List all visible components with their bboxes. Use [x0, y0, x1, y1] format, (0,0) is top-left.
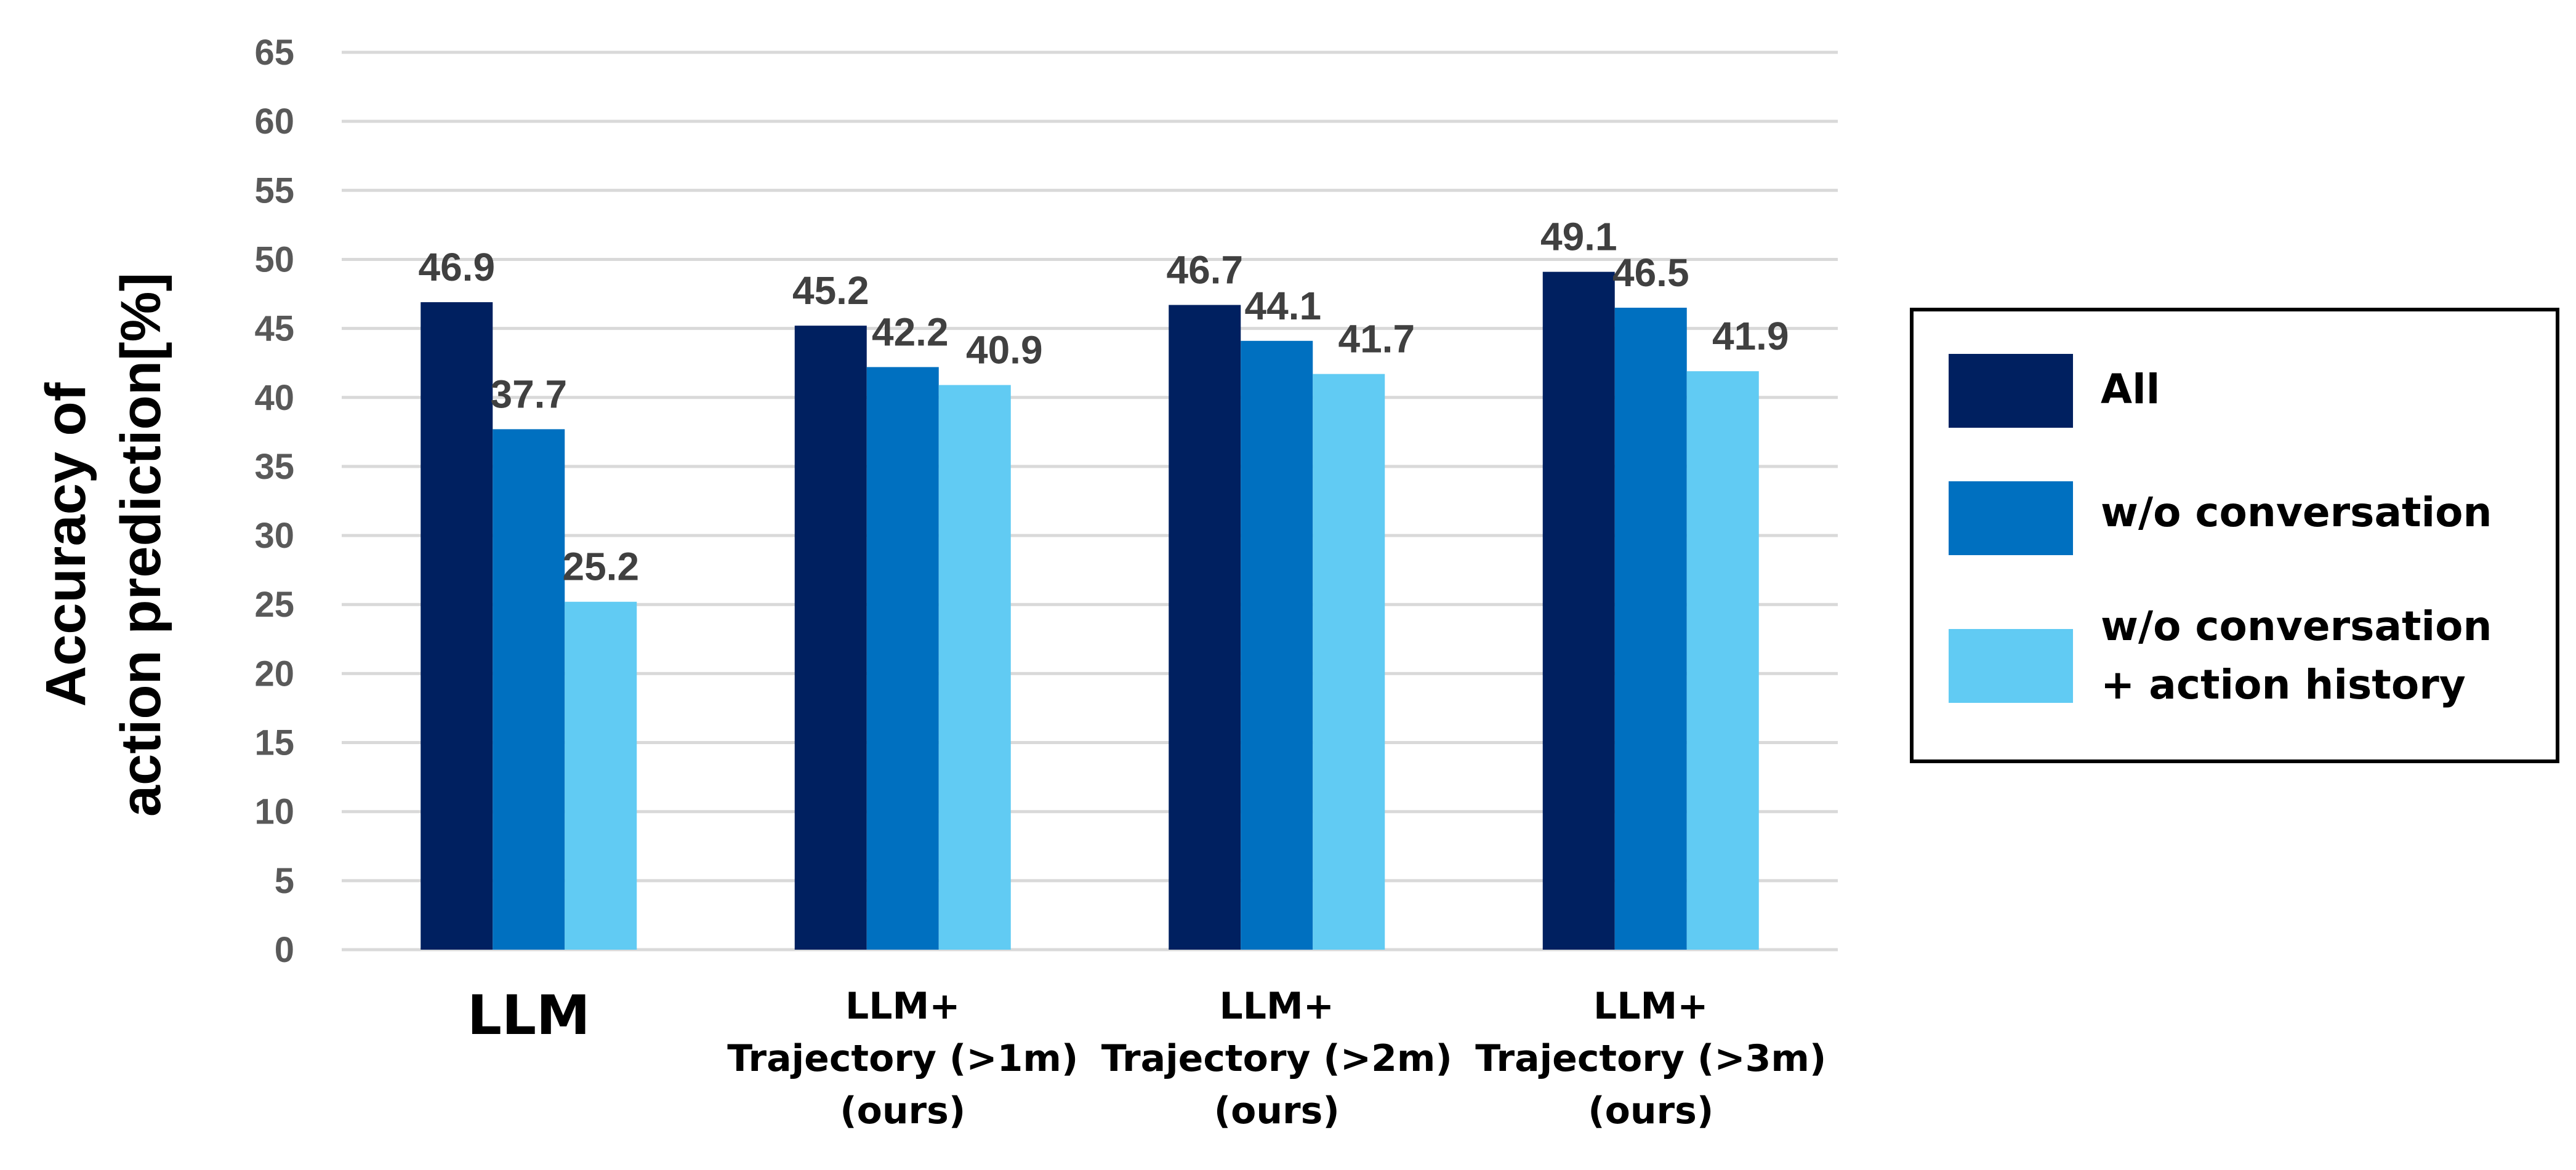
x-category-label: LLM+ Trajectory (>1m) (ours): [727, 985, 1078, 1132]
bar-w-o-conversation-3: [1241, 340, 1313, 950]
bar-w-o-conversation-4: [1614, 307, 1687, 950]
data-label: 41.7: [1338, 317, 1415, 361]
y-tick-label: 65: [254, 33, 294, 73]
data-labels: 46.9 37.7 25.2 45.242.2 40.9 46.744.1 41.7 49.1…: [418, 215, 1789, 589]
data-label: 41.9: [1712, 314, 1789, 358]
y-tick-label: 45: [254, 309, 294, 349]
data-label: 46.7: [1166, 247, 1243, 292]
y-axis-ticks: 0 5 10 15 20 25 30 35 40 45 50 55 60 65: [254, 33, 294, 970]
bars: [421, 271, 1759, 950]
y-tick-label: 0: [275, 930, 294, 970]
y-tick-label: 35: [254, 447, 294, 487]
data-label: 46.9: [418, 245, 495, 289]
bar-all-3: [1169, 305, 1241, 950]
data-label: 25.2: [562, 545, 639, 589]
bar-w-o-conversation-action-history-3: [1313, 374, 1385, 950]
data-label: 46.5: [1612, 250, 1689, 295]
y-axis-title-line-2: action prediction[%]: [110, 273, 172, 817]
y-tick-label: 20: [254, 654, 294, 694]
x-axis-categories: LLM LLM+ Trajectory (>1m) (ours)LLM+ Traject…: [467, 984, 1826, 1132]
y-tick-label: 55: [254, 170, 294, 210]
y-tick-label: 60: [254, 102, 294, 142]
legend: All w/o conversation w/o conversation + act…: [1910, 308, 2559, 763]
bar-all-1: [421, 302, 493, 950]
y-axis-title-line-1: Accuracy of: [34, 382, 97, 707]
y-axis-title: Accuracy of action prediction[%]: [34, 273, 172, 817]
data-label: 45.2: [792, 268, 869, 313]
legend-label: All: [2101, 366, 2160, 413]
bar-w-o-conversation-action-history-4: [1686, 371, 1759, 950]
legend-label: w/o conversation: [2101, 489, 2492, 536]
y-tick-label: 30: [254, 516, 294, 556]
x-category-label: LLM: [467, 984, 590, 1047]
x-category-label: LLM+ Trajectory (>3m) (ours): [1475, 985, 1826, 1132]
bar-all-2: [794, 326, 867, 950]
legend-label: w/o conversation + action history: [2101, 603, 2492, 708]
x-category-label: LLM+ Trajectory (>2m) (ours): [1101, 985, 1452, 1132]
bar-all-4: [1542, 271, 1615, 950]
legend-swatch: [1949, 354, 2073, 428]
legend-swatch: [1949, 629, 2073, 703]
data-label: 42.2: [872, 310, 949, 354]
y-tick-label: 40: [254, 378, 294, 418]
y-tick-label: 5: [275, 861, 294, 901]
bar-w-o-conversation-1: [493, 429, 565, 950]
data-label: 44.1: [1244, 284, 1321, 328]
bar-w-o-conversation-action-history-2: [938, 385, 1011, 950]
bar-w-o-conversation-action-history-1: [565, 601, 637, 950]
data-label: 40.9: [966, 328, 1043, 372]
legend-swatch: [1949, 481, 2073, 555]
y-tick-label: 10: [254, 792, 294, 832]
data-label: 49.1: [1540, 215, 1617, 259]
y-tick-label: 25: [254, 585, 294, 625]
y-tick-label: 50: [254, 239, 294, 279]
y-tick-label: 15: [254, 723, 294, 763]
data-label: 37.7: [490, 372, 567, 416]
bar-w-o-conversation-2: [866, 367, 939, 950]
